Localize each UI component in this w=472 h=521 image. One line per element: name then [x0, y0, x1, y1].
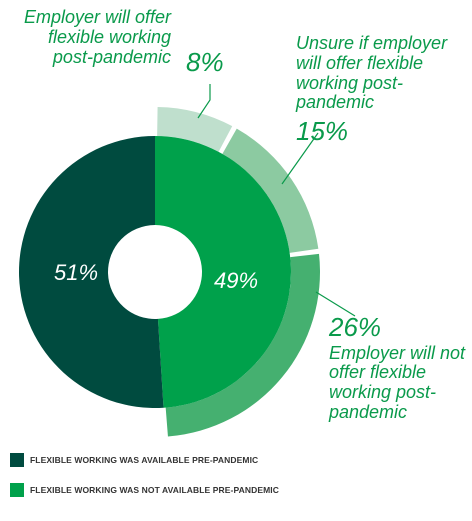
- legend-label-available: FLEXIBLE WORKING WAS AVAILABLE PRE-PANDE…: [30, 455, 259, 465]
- legend-label-not-available: FLEXIBLE WORKING WAS NOT AVAILABLE PRE-P…: [30, 485, 279, 495]
- legend-swatch-not-available: [10, 483, 24, 497]
- leader-line-will-not: [315, 291, 356, 317]
- outer-slice-unsure: [222, 128, 319, 253]
- annotation-will-not: 26% Employer will not offer flexible wor…: [329, 313, 469, 423]
- annotation-unsure: Unsure if employer will offer flexible w…: [296, 33, 466, 147]
- annotation-will-offer-pct: 8%: [186, 47, 224, 77]
- leader-line-unsure: [281, 132, 319, 185]
- value-label-available: 51%: [54, 260, 98, 285]
- legend-item-not-available: FLEXIBLE WORKING WAS NOT AVAILABLE PRE-P…: [10, 482, 279, 498]
- annotation-unsure-text: Unsure if employer will offer flexible w…: [296, 33, 448, 113]
- annotation-will-offer-text: Employer will offer flexible working pos…: [23, 7, 171, 67]
- legend-item-available: FLEXIBLE WORKING WAS AVAILABLE PRE-PANDE…: [10, 452, 279, 468]
- annotation-will-offer: Employer will offer flexible working pos…: [6, 7, 224, 76]
- value-label-not-available: 49%: [214, 268, 258, 293]
- legend-swatch-available: [10, 453, 24, 467]
- annotation-will-not-text: Employer will not offer flexible working…: [329, 342, 466, 422]
- outer-slice-will-not-offer: [165, 253, 320, 437]
- leader-line-will-offer: [197, 84, 211, 119]
- inner-slice-available: [18, 136, 164, 408]
- inner-slice-not-available: [155, 136, 291, 408]
- outer-slice-will-offer: [157, 107, 233, 152]
- annotation-will-not-pct: 26%: [329, 312, 382, 342]
- annotation-unsure-pct: 15%: [296, 116, 349, 147]
- legend: FLEXIBLE WORKING WAS AVAILABLE PRE-PANDE…: [10, 452, 279, 512]
